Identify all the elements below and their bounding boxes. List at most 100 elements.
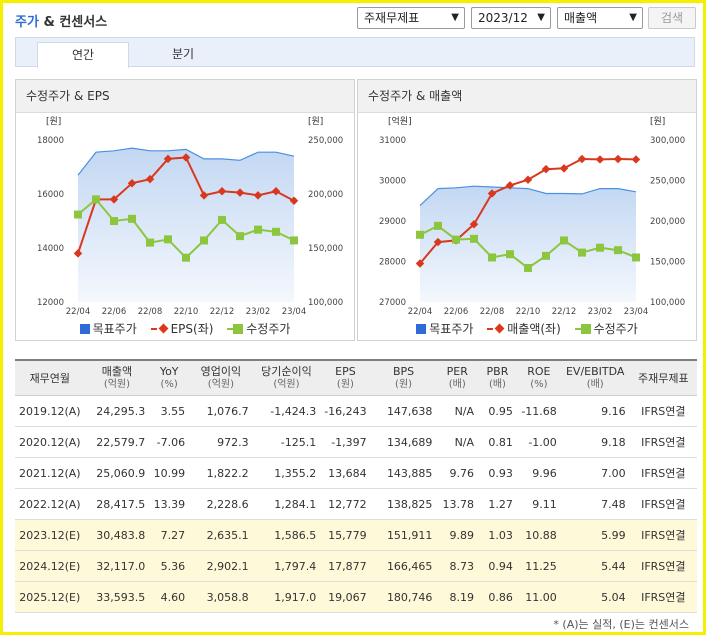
period-tabs: 연간 분기	[15, 37, 695, 68]
table-row: 2024.12(E) 32,117.0 5.36 2,902.1 1,797.4 17,8…	[15, 550, 697, 582]
data-point-square	[74, 210, 82, 219]
table-cell: IFRS연결	[629, 519, 697, 551]
section-title: 주가 & 컨센서스	[15, 11, 107, 30]
column-header-unit: (원)	[395, 379, 413, 390]
table-cell: 1,355.2	[252, 457, 321, 489]
data-point-diamond	[127, 178, 137, 188]
series-line-target-price	[419, 185, 637, 207]
legend-item-adj-price: 수정주가	[574, 320, 638, 337]
right-tick-label: 150,000	[308, 244, 343, 254]
right-axis-unit: [원]	[650, 116, 665, 127]
table-cell: 4.60	[149, 581, 190, 613]
column-header: ROE (%)	[516, 359, 561, 396]
price-eps-chart: [원] [원] 12000 14000 16000 18000 100,000 150,000…	[37, 116, 343, 317]
data-point-diamond	[235, 188, 245, 197]
table-cell: -1,424.3	[252, 395, 321, 427]
column-header-label: 매출액	[101, 365, 133, 378]
column-header-label: ROE	[527, 365, 551, 378]
table-cell: 8.73	[436, 550, 479, 582]
tab-quarterly[interactable]: 분기	[171, 47, 195, 61]
column-header-unit: (%)	[160, 379, 178, 390]
data-point-diamond	[253, 191, 263, 200]
period-select[interactable]: 2023/12 ▼	[471, 7, 551, 29]
data-point-square	[290, 236, 298, 245]
row-period: 2019.12(A)	[15, 395, 85, 427]
row-period: 2024.12(E)	[15, 550, 85, 582]
legend-swatch	[233, 324, 244, 334]
tab-annual[interactable]: 연간	[37, 42, 129, 68]
section-title-accent: 주가	[15, 15, 39, 30]
left-tick-label: 16000	[37, 190, 64, 200]
table-cell: 138,825	[370, 488, 437, 520]
metric-select[interactable]: 매출액 ▼	[557, 7, 643, 29]
footnote: * (A)는 실적, (E)는 컨센서스	[553, 618, 689, 631]
data-point-square	[452, 235, 460, 244]
right-tick-label: 250,000	[308, 136, 343, 146]
data-point-diamond	[271, 187, 281, 196]
column-header: PBR (배)	[478, 359, 517, 396]
table-cell: 7.27	[149, 519, 190, 551]
table-cell: 2,902.1	[189, 550, 253, 582]
x-tick-label: 22/12	[552, 307, 577, 317]
statement-select-value: 주재무제표	[364, 11, 420, 25]
table-cell: N/A	[436, 395, 479, 427]
data-point-diamond	[541, 164, 551, 174]
legend-swatch	[494, 323, 505, 334]
table-cell: 10.99	[149, 457, 190, 489]
table-cell: 17,877	[320, 550, 371, 582]
column-header-label: 영업이익	[200, 365, 242, 378]
column-header-label: 주재무제표	[638, 371, 689, 385]
data-point-square	[200, 236, 208, 245]
column-header: 영업이익 (억원)	[189, 359, 253, 396]
statement-select[interactable]: 주재무제표 ▼	[357, 7, 465, 29]
x-tick-label: 22/04	[408, 307, 433, 317]
data-point-square	[146, 238, 154, 247]
data-point-diamond	[163, 154, 173, 164]
table-cell: 9.16	[560, 395, 630, 427]
table-cell: 1,586.5	[252, 519, 321, 551]
right-tick-label: 100,000	[308, 298, 343, 308]
table-cell: 2,228.6	[189, 488, 253, 520]
data-point-diamond	[595, 155, 605, 164]
table-cell: 24,295.3	[84, 395, 150, 427]
right-axis-unit: [원]	[308, 116, 323, 127]
table-row: 2023.12(E) 30,483.8 7.27 2,635.1 1,586.5 15,7…	[15, 519, 697, 551]
table-cell: 19,067	[320, 581, 371, 613]
series-line-target-price	[77, 147, 295, 176]
column-header: 매출액 (억원)	[84, 359, 150, 396]
search-button[interactable]: 검색	[648, 7, 696, 29]
column-header: 당기순이익 (억원)	[252, 359, 321, 396]
data-point-square	[92, 195, 100, 204]
x-tick-label: 23/02	[246, 307, 271, 317]
right-tick-label: 200,000	[308, 190, 343, 200]
table-cell: 33,593.5	[84, 581, 150, 613]
column-header-label: YoY	[159, 365, 179, 378]
table-cell: 25,060.9	[84, 457, 150, 489]
table-cell: IFRS연결	[629, 550, 697, 582]
table-row: 2021.12(A) 25,060.9 10.99 1,822.2 1,355.2 13,…	[15, 457, 697, 489]
table-cell: 143,885	[370, 457, 437, 489]
table-cell: 30,483.8	[84, 519, 150, 551]
table-cell: 0.95	[478, 395, 517, 427]
data-point-diamond	[469, 219, 479, 229]
table-cell: 13.78	[436, 488, 479, 520]
table-cell: 0.81	[478, 426, 517, 458]
column-header-unit: (배)	[488, 379, 506, 390]
table-cell: 3,058.8	[189, 581, 253, 613]
chart-legend: 목표주가 매출액(좌) 수정주가	[358, 320, 696, 337]
table-cell: 1,797.4	[252, 550, 321, 582]
data-point-square	[182, 253, 190, 262]
table-cell: 5.44	[560, 550, 630, 582]
data-point-diamond	[415, 259, 425, 268]
column-header-label: 재무연월	[29, 371, 71, 385]
left-tick-label: 14000	[37, 244, 64, 254]
x-tick-label: 23/04	[624, 307, 649, 317]
table-cell: 13,684	[320, 457, 371, 489]
data-point-square	[272, 227, 280, 236]
table-cell: 1,917.0	[252, 581, 321, 613]
table-cell: 11.00	[516, 581, 561, 613]
column-header-label: 당기순이익	[261, 365, 312, 378]
table-cell: 9.96	[516, 457, 561, 489]
left-tick-label: 12000	[37, 298, 64, 308]
table-cell: -16,243	[320, 395, 371, 427]
